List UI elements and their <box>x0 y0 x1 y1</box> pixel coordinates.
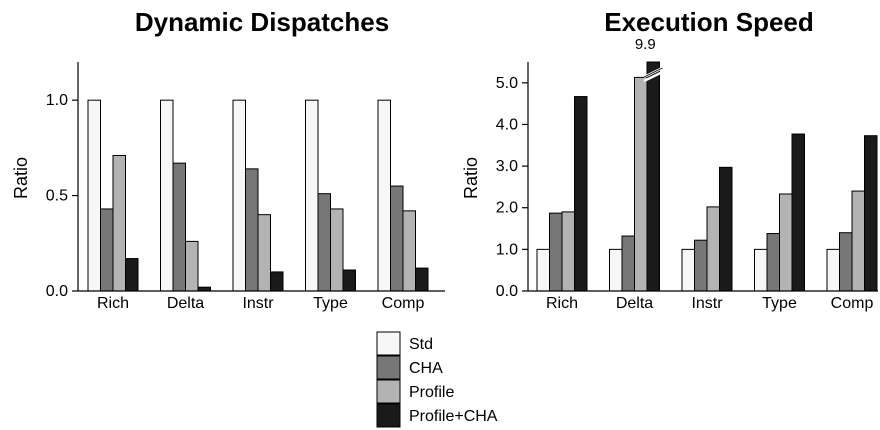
x-category-label: Instr <box>691 295 723 312</box>
bar <box>840 233 853 291</box>
bar <box>403 211 416 291</box>
bar <box>682 249 695 291</box>
y-tick-label: 1.0 <box>496 241 518 258</box>
legend-label: Profile <box>409 384 454 401</box>
bar <box>865 136 878 291</box>
bars <box>88 100 428 291</box>
bar <box>233 100 246 291</box>
bar <box>126 259 139 291</box>
bar <box>767 234 780 291</box>
bar <box>391 186 404 291</box>
y-ticks: 0.0 0.5 1.0 <box>46 92 78 300</box>
x-categories: Rich Delta Instr Type Comp <box>97 295 424 312</box>
y-tick-label: 0.0 <box>496 283 518 300</box>
bar <box>562 212 575 291</box>
bar <box>852 191 865 291</box>
x-category-label: Rich <box>546 295 578 312</box>
bar <box>755 249 768 291</box>
bar <box>416 268 429 291</box>
legend-swatch <box>377 332 400 355</box>
chart-title: Execution Speed <box>604 7 814 37</box>
bar <box>622 236 635 291</box>
bar <box>780 194 793 291</box>
legend-label: CHA <box>409 360 443 377</box>
x-category-label: Rich <box>97 295 129 312</box>
y-tick-label: 4.0 <box>496 116 518 133</box>
chart-title: Dynamic Dispatches <box>135 7 389 37</box>
y-axis-label: Ratio <box>461 157 481 199</box>
bar <box>318 194 331 291</box>
x-categories: Rich Delta Instr Type Comp <box>546 295 873 312</box>
bar <box>331 209 344 291</box>
bar <box>720 167 733 291</box>
bar <box>88 100 101 291</box>
x-category-label: Comp <box>382 295 425 312</box>
bar <box>550 213 563 291</box>
bar <box>271 272 284 291</box>
bar <box>173 163 186 291</box>
y-tick-label: 0.5 <box>46 188 68 205</box>
bar <box>113 156 126 291</box>
chart-execution-speed: Execution Speed Ratio 9.9 0.0 1.0 2.0 3.0 4.… <box>461 7 878 312</box>
bar <box>707 207 720 291</box>
legend-swatch <box>377 404 400 427</box>
bar <box>378 100 391 291</box>
chart-dynamic-dispatches: Dynamic Dispatches Ratio 0.0 0.5 1.0 Rich D… <box>11 7 445 312</box>
bar <box>537 249 550 291</box>
x-category-label: Type <box>313 295 348 312</box>
x-category-label: Type <box>762 295 797 312</box>
x-category-label: Comp <box>831 295 874 312</box>
bar <box>827 249 840 291</box>
y-ticks: 0.0 1.0 2.0 3.0 4.0 5.0 <box>496 75 528 300</box>
bar <box>792 134 805 291</box>
data-label: 9.9 <box>635 36 656 53</box>
x-category-label: Instr <box>242 295 274 312</box>
legend-label: Profile+CHA <box>409 408 498 425</box>
bar <box>610 249 623 291</box>
legend-label: Std <box>409 336 433 353</box>
bar <box>186 241 199 291</box>
x-category-label: Delta <box>167 295 204 312</box>
x-category-label: Delta <box>616 295 653 312</box>
bar <box>575 97 588 291</box>
y-tick-label: 3.0 <box>496 158 518 175</box>
bar <box>343 270 356 291</box>
bar <box>161 100 174 291</box>
bar <box>306 100 319 291</box>
legend-swatch <box>377 380 400 403</box>
y-tick-label: 5.0 <box>496 75 518 92</box>
y-tick-label: 2.0 <box>496 200 518 217</box>
bar <box>647 62 660 291</box>
y-axis-label: Ratio <box>11 157 31 199</box>
legend: Std CHA Profile Profile+CHA <box>377 332 498 427</box>
bar <box>246 169 259 291</box>
bar <box>635 77 648 291</box>
y-tick-label: 1.0 <box>46 92 68 109</box>
y-tick-label: 0.0 <box>46 283 68 300</box>
bars: 9.9 <box>537 36 877 291</box>
bar <box>258 215 271 291</box>
bar <box>695 240 708 291</box>
legend-swatch <box>377 356 400 379</box>
bar <box>101 209 114 291</box>
